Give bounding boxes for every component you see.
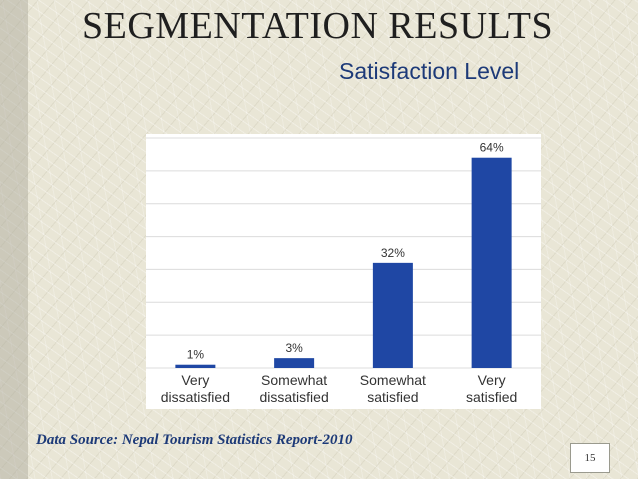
page-number: 15: [570, 443, 610, 473]
bar-chart: 1%Verydissatisfied3%Somewhatdissatisfied…: [146, 137, 541, 405]
data-source-note: Data Source: Nepal Tourism Statistics Re…: [36, 432, 353, 448]
category-label: dissatisfied: [259, 389, 328, 405]
data-label: 1%: [187, 348, 205, 362]
data-label: 64%: [480, 141, 504, 155]
left-accent-bar: [0, 0, 28, 479]
slide-title: SEGMENTATION RESULTS: [82, 5, 554, 47]
category-label: Somewhat: [261, 372, 327, 388]
bar: [175, 364, 216, 368]
bar: [372, 262, 413, 368]
category-label: Very: [181, 372, 209, 388]
data-label: 3%: [285, 341, 303, 355]
category-label: Very: [478, 372, 506, 388]
chart-subtitle: Satisfaction Level: [339, 58, 520, 84]
category-label: satisfied: [367, 389, 418, 405]
chart-panel: 1% Very dissatisfied 3% Somewhat dissatisfied…: [146, 134, 541, 409]
bar: [471, 157, 512, 368]
category-label: satisfied: [466, 389, 517, 405]
category-label: dissatisfied: [161, 389, 230, 405]
data-label: 32%: [381, 246, 405, 260]
category-label: Somewhat: [360, 372, 426, 388]
bar: [274, 358, 315, 368]
